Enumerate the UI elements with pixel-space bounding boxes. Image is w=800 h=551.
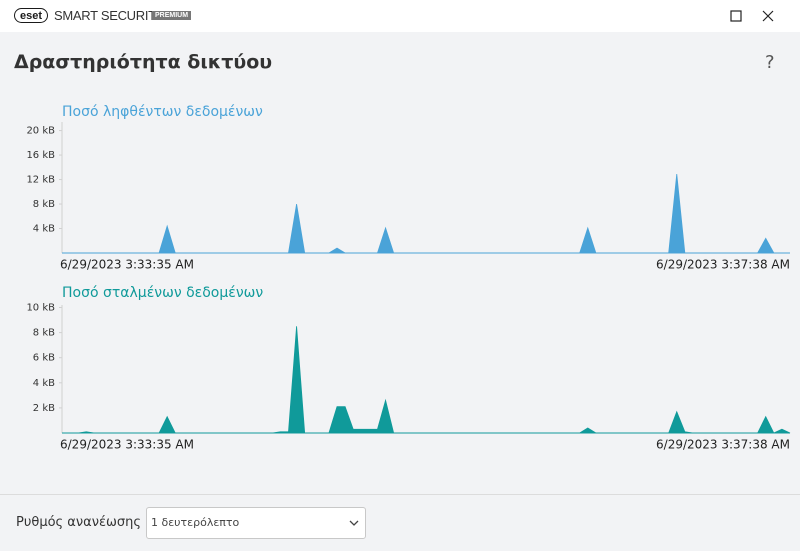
- help-button[interactable]: ?: [765, 52, 775, 73]
- y-tick-label: 6 kB: [33, 353, 55, 364]
- y-tick-label: 8 kB: [33, 199, 55, 210]
- dropdown-arrow: [349, 520, 359, 526]
- close-button[interactable]: [762, 10, 774, 22]
- y-tick-label: 2 kB: [33, 403, 55, 414]
- refresh-select[interactable]: 1 δευτερόλεπτο: [146, 507, 366, 539]
- page-title: Δραστηριότητα δικτύου: [14, 51, 273, 73]
- chart-title: Ποσό σταλμένων δεδομένων: [62, 285, 263, 301]
- refresh-label: Ρυθμός ανανέωσης: [16, 515, 141, 530]
- window-controls: [730, 10, 774, 22]
- x-tick-label: 6/29/2023 3:37:38 AM: [656, 438, 790, 452]
- footer: Ρυθμός ανανέωσης 1 δευτερόλεπτο: [0, 494, 800, 551]
- product-name: SMART SECURITY: [54, 8, 165, 23]
- x-tick-label: 6/29/2023 3:37:38 AM: [656, 258, 790, 272]
- charts: Ποσό ληφθέντων δεδομένων 4 kB 8 kB 12 kB 16 …: [26, 104, 791, 452]
- y-tick-label: 4 kB: [33, 378, 55, 389]
- y-tick-label: 4 kB: [33, 224, 55, 235]
- area: [62, 326, 791, 434]
- chart-title: Ποσό ληφθέντων δεδομένων: [62, 104, 263, 120]
- select-value: 1 δευτερόλεπτο: [151, 516, 240, 529]
- y-tick-label: 20 kB: [26, 126, 55, 137]
- brand-logo: eset: [14, 8, 48, 23]
- title-bar: eset SMART SECURITY PREMIUM: [0, 0, 800, 32]
- y-tick-label: 12 kB: [26, 175, 55, 186]
- maximize-button[interactable]: [730, 10, 742, 22]
- edition-badge: PREMIUM: [152, 11, 192, 20]
- y-tick-label: 16 kB: [26, 150, 55, 161]
- y-tick-label: 10 kB: [26, 303, 55, 314]
- x-tick-label: 6/29/2023 3:33:35 AM: [60, 438, 194, 452]
- y-tick-label: 8 kB: [33, 328, 55, 339]
- x-tick-label: 6/29/2023 3:33:35 AM: [60, 258, 194, 272]
- area: [62, 173, 790, 254]
